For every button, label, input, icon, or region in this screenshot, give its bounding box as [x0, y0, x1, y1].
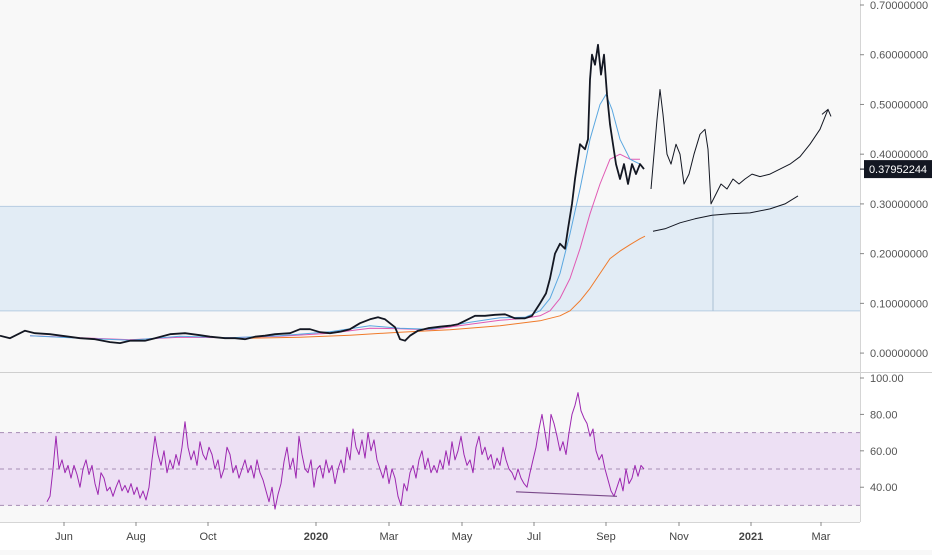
- rsi-panel: [0, 392, 860, 510]
- ma-slow-line: [249, 235, 646, 339]
- rsi-axis-label: 100.00: [870, 373, 904, 385]
- price-axis-label: 0.30000000: [870, 199, 928, 211]
- time-axis-label: 2021: [739, 531, 763, 543]
- rsi-line: [46, 392, 645, 510]
- time-axis-label: Aug: [126, 531, 146, 543]
- time-axis-label: Oct: [199, 531, 216, 543]
- forecast-path-2: [652, 195, 799, 232]
- time-axis-label: 2020: [304, 531, 328, 543]
- price-axis-label: 0.60000000: [870, 50, 928, 62]
- price-axis-background: [860, 0, 932, 550]
- time-axis-label: Mar: [380, 531, 399, 543]
- price-axis-label: 0.50000000: [870, 99, 928, 111]
- last-price-label: 0.37952244: [869, 164, 927, 176]
- forecast-path-1: [650, 89, 829, 205]
- price-line: [0, 43, 645, 344]
- price-axis[interactable]: 0.00000000 0.10000000 0.20000000 0.30000000…: [860, 0, 928, 360]
- time-axis[interactable]: Jun Aug Oct 2020 Mar May Jul Sep Nov 2021 Mar: [55, 522, 831, 543]
- rsi-axis[interactable]: 40.00 60.00 80.00 100.00: [860, 373, 904, 494]
- price-axis-label: 0.00000000: [870, 348, 928, 360]
- price-axis-label: 0.20000000: [870, 249, 928, 261]
- time-axis-label: Mar: [812, 531, 831, 543]
- rsi-axis-label: 40.00: [870, 482, 898, 494]
- forecast-drawings: [650, 89, 832, 232]
- last-price-badge: [864, 160, 932, 179]
- time-axis-label: Sep: [596, 531, 616, 543]
- price-axis-label: 0.10000000: [870, 298, 928, 310]
- price-zone-group: [0, 205, 860, 312]
- forecast-arrowhead: [821, 108, 832, 117]
- rsi-axis-label: 60.00: [870, 446, 898, 458]
- last-price-marker: 0.37952244: [860, 160, 932, 179]
- time-axis-label: Nov: [669, 531, 689, 543]
- time-axis-label: Jun: [55, 531, 73, 543]
- rsi-axis-label: 80.00: [870, 409, 898, 421]
- price-series-group: [0, 43, 646, 344]
- time-axis-label: Jul: [527, 531, 541, 543]
- time-axis-background: [0, 522, 932, 550]
- divergence-line: [515, 491, 618, 497]
- time-axis-label: May: [452, 531, 473, 543]
- price-axis-label: 0.70000000: [870, 0, 928, 12]
- price-axis-label: 0.40000000: [870, 149, 928, 161]
- support-zone: [0, 206, 860, 311]
